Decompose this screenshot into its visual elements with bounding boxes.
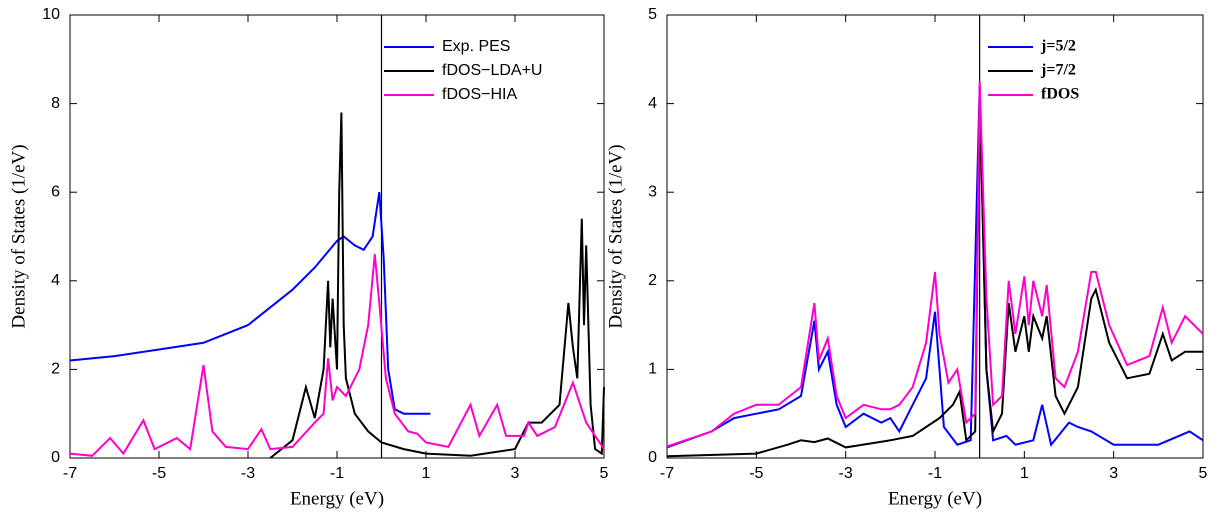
- x-axis-title: Energy (eV): [888, 488, 982, 509]
- y-tick-label: 2: [51, 361, 60, 378]
- y-tick-label: 2: [648, 272, 657, 289]
- y-tick-label: 1: [648, 361, 657, 378]
- y-tick-label: 0: [51, 449, 60, 466]
- x-tick-label: -7: [660, 465, 674, 482]
- y-tick-label: 8: [51, 95, 60, 112]
- series-line: [69, 192, 431, 415]
- y-tick-label: 0: [648, 449, 657, 466]
- x-axis-title: Energy (eV): [290, 488, 384, 509]
- x-tick-label: 3: [511, 465, 520, 482]
- x-tick-label: 5: [600, 465, 609, 482]
- legend-label: fDOS−LDA+U: [442, 62, 542, 79]
- y-tick-label: 5: [648, 6, 657, 23]
- x-tick-label: 3: [1109, 465, 1118, 482]
- plot-frame: [69, 14, 605, 459]
- y-tick-label: 6: [51, 183, 60, 200]
- x-tick-label: 1: [1020, 465, 1029, 482]
- x-tick-label: 1: [422, 465, 431, 482]
- y-tick-label: 10: [42, 6, 60, 23]
- series-line: [69, 254, 605, 457]
- x-tick-label: -3: [241, 465, 255, 482]
- x-tick-label: 5: [1199, 465, 1208, 482]
- series-line: [666, 85, 1204, 449]
- x-tick-label: -5: [152, 465, 166, 482]
- y-tick-label: 4: [51, 272, 60, 289]
- x-tick-label: -5: [749, 465, 763, 482]
- series-line: [269, 112, 605, 459]
- x-tick-label: -7: [63, 465, 77, 482]
- legend-label: Exp. PES: [442, 38, 510, 55]
- legend-label: j=5/2: [1040, 38, 1076, 55]
- legend-label: j=7/2: [1040, 62, 1076, 79]
- plot-frame: [666, 14, 1204, 459]
- series-line: [666, 81, 1204, 448]
- legend-label: fDOS: [1041, 86, 1079, 103]
- legend-label: fDOS−HIA: [442, 86, 517, 103]
- x-tick-label: -3: [839, 465, 853, 482]
- y-axis-title: Density of States (1/eV): [605, 144, 626, 328]
- y-tick-label: 4: [648, 95, 657, 112]
- y-tick-label: 3: [648, 183, 657, 200]
- x-tick-label: -1: [928, 465, 942, 482]
- series-line: [666, 94, 1203, 458]
- x-tick-label: -1: [330, 465, 344, 482]
- y-axis-title: Density of States (1/eV): [8, 144, 29, 328]
